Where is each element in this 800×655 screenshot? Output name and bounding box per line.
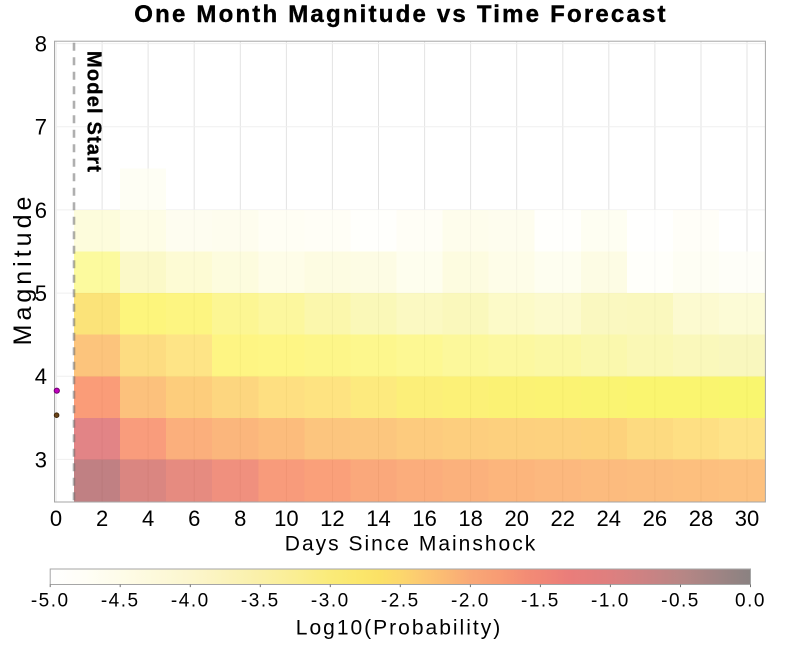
svg-text:One Month Magnitude vs Time Fo: One Month Magnitude vs Time Forecast <box>134 1 668 28</box>
svg-text:30: 30 <box>735 506 759 531</box>
svg-text:12: 12 <box>320 506 344 531</box>
svg-text:4: 4 <box>142 506 154 531</box>
svg-text:-5.0: -5.0 <box>31 591 70 612</box>
svg-text:22: 22 <box>551 506 575 531</box>
svg-text:-3.5: -3.5 <box>241 591 280 612</box>
svg-text:Model Start: Model Start <box>83 51 105 173</box>
svg-text:24: 24 <box>597 506 621 531</box>
svg-text:8: 8 <box>35 32 47 57</box>
svg-text:0.0: 0.0 <box>735 591 766 612</box>
svg-text:-4.0: -4.0 <box>171 591 210 612</box>
svg-text:2: 2 <box>96 506 108 531</box>
svg-text:26: 26 <box>643 506 667 531</box>
svg-text:-3.0: -3.0 <box>311 591 350 612</box>
svg-text:6: 6 <box>35 198 47 223</box>
svg-text:20: 20 <box>504 506 528 531</box>
svg-text:-1.0: -1.0 <box>591 591 630 612</box>
svg-text:18: 18 <box>458 506 482 531</box>
svg-text:5: 5 <box>35 281 47 306</box>
svg-text:6: 6 <box>188 506 200 531</box>
svg-text:Log10(Probability): Log10(Probability) <box>296 617 502 640</box>
svg-text:-1.5: -1.5 <box>521 591 560 612</box>
svg-text:8: 8 <box>234 506 246 531</box>
svg-text:-4.5: -4.5 <box>101 591 140 612</box>
svg-text:-2.5: -2.5 <box>381 591 420 612</box>
svg-text:7: 7 <box>35 115 47 140</box>
svg-text:4: 4 <box>35 364 47 389</box>
svg-text:Days Since Mainshock: Days Since Mainshock <box>285 532 537 555</box>
svg-text:-2.0: -2.0 <box>451 591 490 612</box>
svg-text:Magnitude: Magnitude <box>9 193 37 346</box>
svg-text:14: 14 <box>366 506 390 531</box>
svg-text:-0.5: -0.5 <box>661 591 700 612</box>
svg-text:28: 28 <box>689 506 713 531</box>
svg-text:16: 16 <box>412 506 436 531</box>
svg-text:0: 0 <box>50 506 62 531</box>
svg-text:10: 10 <box>274 506 298 531</box>
svg-text:3: 3 <box>35 447 47 472</box>
